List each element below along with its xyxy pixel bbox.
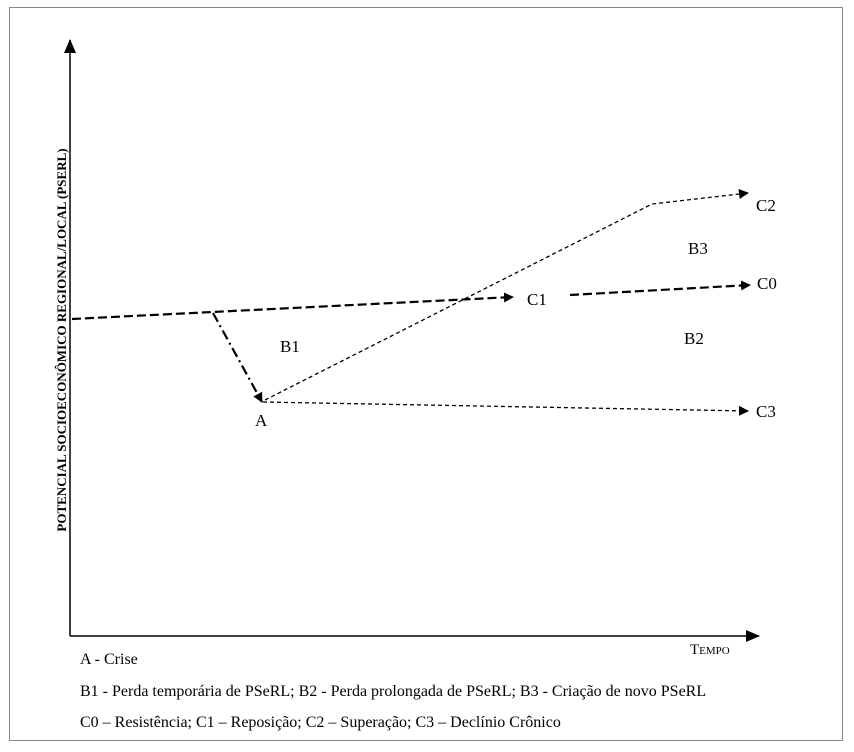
x-axis-label-rest: EMPO: [699, 645, 730, 657]
path-c0: [569, 280, 751, 297]
legend-b-definitions: B1 - Perda temporária de PSeRL; B2 - Per…: [80, 683, 707, 700]
x-axis-label-initial: T: [690, 642, 699, 658]
path-crisis-drop: [212, 312, 263, 403]
path-a-to-c3: [262, 401, 749, 416]
path-a-to-c2: [264, 189, 749, 401]
label-b2: B2: [684, 329, 704, 348]
legend-crise: A - Crise: [80, 651, 138, 668]
path-baseline-to-c1: [71, 292, 514, 321]
y-axis-label: POTENCIAL SOCIOECONÔMICO REGIONAL/LOCAL …: [54, 148, 69, 531]
label-c3: C3: [756, 402, 776, 421]
label-a: A: [255, 411, 268, 430]
figure-frame: [9, 7, 843, 741]
label-c0: C0: [757, 274, 777, 293]
legend-c-definitions: C0 – Resistência; C1 – Reposição; C2 – S…: [80, 714, 561, 731]
label-b3: B3: [688, 239, 708, 258]
label-c1: C1: [527, 290, 547, 309]
label-c2: C2: [756, 196, 776, 215]
label-b1: B1: [280, 337, 300, 356]
x-axis-label: TEMPO: [690, 642, 730, 658]
